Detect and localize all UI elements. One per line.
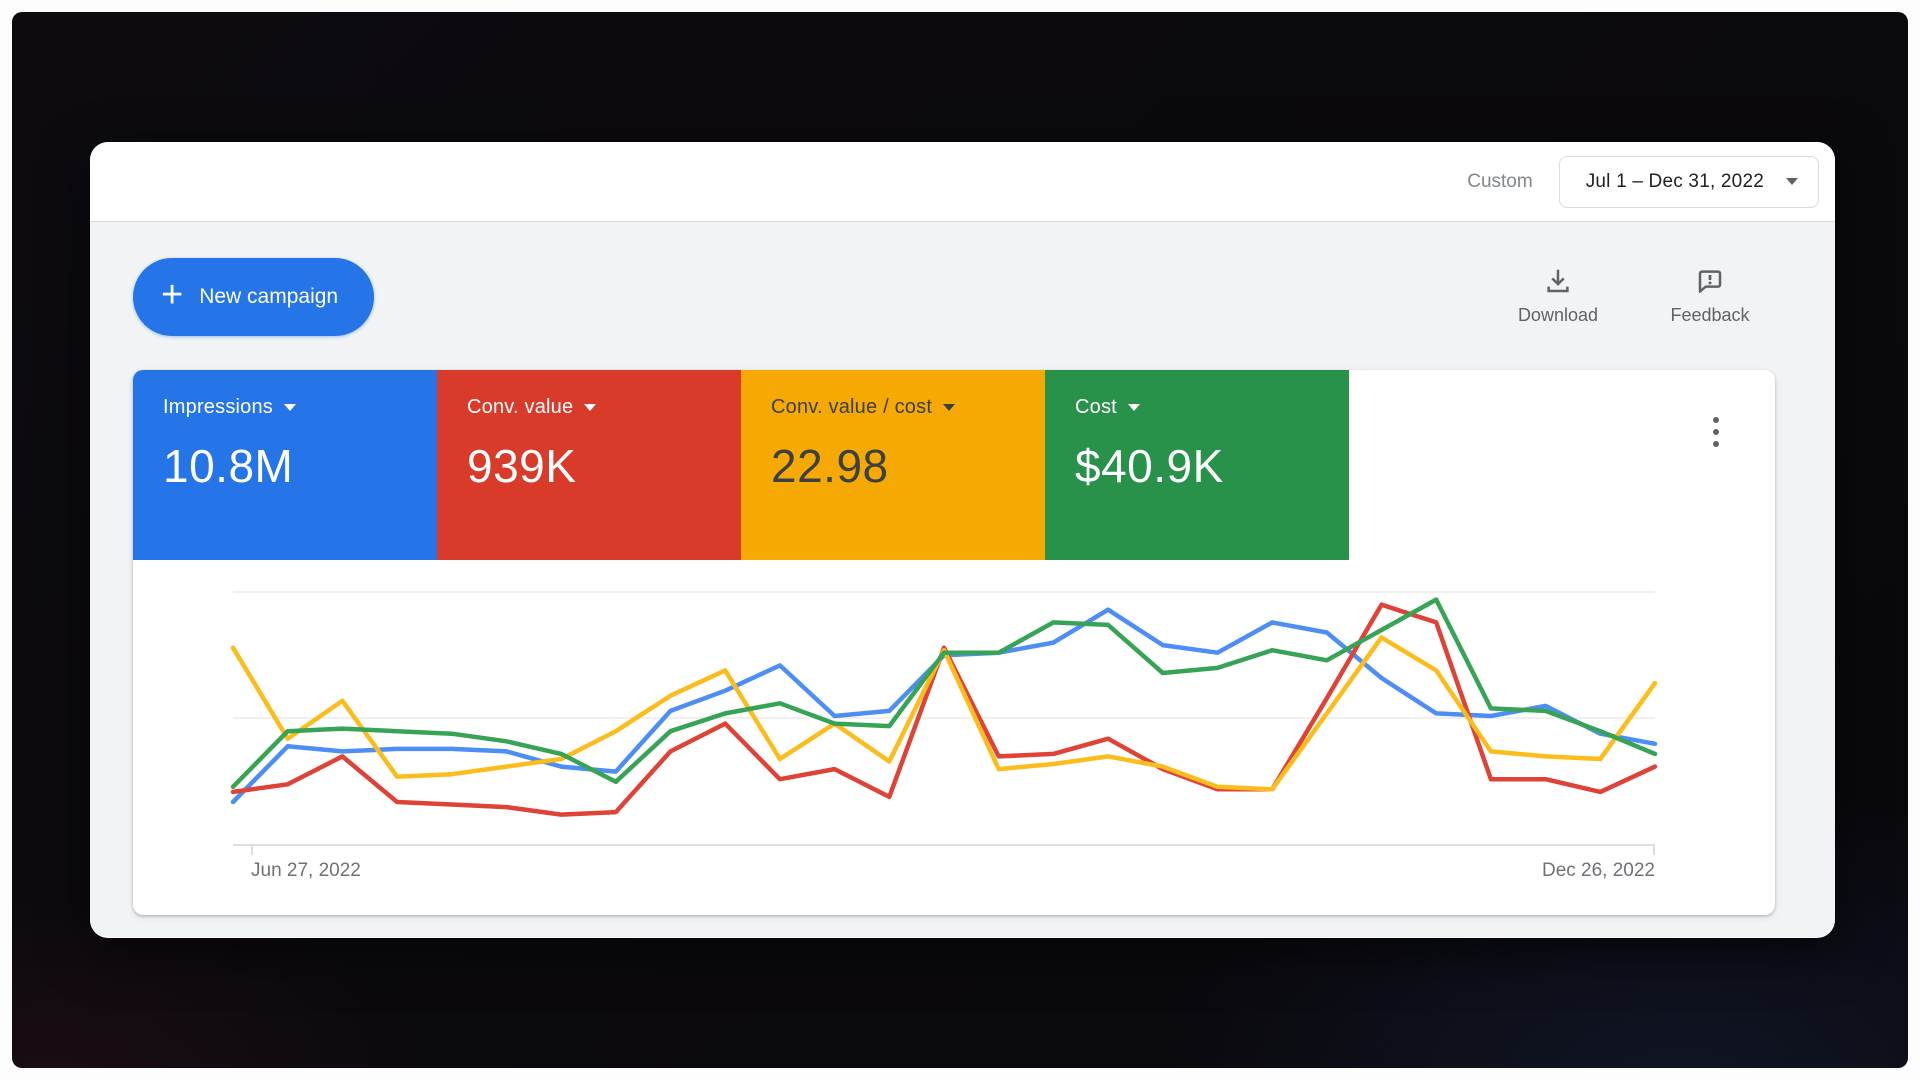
metric-value: 22.98 bbox=[771, 440, 889, 492]
date-range-picker[interactable]: Jul 1 – Dec 31, 2022 bbox=[1558, 155, 1819, 208]
feedback-button[interactable]: Feedback bbox=[1670, 266, 1750, 326]
series-line-conv-value bbox=[230, 602, 1658, 817]
metric-label: Impressions bbox=[163, 396, 274, 418]
feedback-icon bbox=[1698, 270, 1722, 293]
vertical-ellipsis-icon bbox=[1713, 417, 1719, 423]
desktop-backdrop: Custom Jul 1 – Dec 31, 2022 + New campai… bbox=[12, 12, 1908, 1068]
chevron-down-icon bbox=[1786, 178, 1798, 185]
metric-card-conv-value[interactable]: Conv. value 939K bbox=[437, 370, 741, 560]
metric-dropdown-icon[interactable] bbox=[1127, 404, 1140, 411]
metric-value: $40.9K bbox=[1075, 440, 1224, 492]
metric-label: Cost bbox=[1075, 396, 1117, 418]
x-axis-label-start: Jun 27, 2022 bbox=[251, 860, 361, 881]
metric-card-impressions[interactable]: Impressions 10.8M bbox=[133, 370, 437, 560]
chart-series bbox=[230, 597, 1658, 817]
metric-value: 10.8M bbox=[163, 440, 294, 492]
header-actions: Download Feedback bbox=[1518, 266, 1750, 326]
overflow-menu-button[interactable] bbox=[1701, 410, 1731, 454]
series-line-cost bbox=[230, 597, 1658, 790]
download-label: Download bbox=[1517, 305, 1598, 325]
trend-chart[interactable] bbox=[230, 570, 1658, 915]
feedback-label: Feedback bbox=[1670, 305, 1750, 325]
download-icon bbox=[1547, 269, 1569, 293]
new-campaign-label: New campaign bbox=[199, 285, 339, 308]
metric-value: 939K bbox=[467, 440, 577, 492]
metric-label: Conv. value / cost bbox=[771, 396, 933, 418]
metric-dropdown-icon[interactable] bbox=[284, 404, 297, 411]
date-range-value: Jul 1 – Dec 31, 2022 bbox=[1585, 170, 1764, 192]
download-button[interactable]: Download bbox=[1518, 266, 1598, 326]
metric-cards-row: Impressions 10.8M Conv. value 939K bbox=[133, 370, 1775, 560]
new-campaign-button[interactable]: + New campaign bbox=[133, 258, 375, 336]
overview-body: + New campaign Download bbox=[90, 222, 1835, 937]
metric-card-conv-value-cost[interactable]: Conv. value / cost 22.98 bbox=[741, 370, 1045, 560]
performance-panel: Impressions 10.8M Conv. value 939K bbox=[133, 370, 1775, 915]
plus-icon: + bbox=[161, 274, 184, 316]
metric-dropdown-icon[interactable] bbox=[584, 404, 597, 411]
x-axis-label-end: Dec 26, 2022 bbox=[1541, 860, 1655, 881]
series-line-conv-value-cost bbox=[230, 635, 1658, 792]
metric-label: Conv. value bbox=[467, 396, 574, 418]
metric-card-cost[interactable]: Cost $40.9K bbox=[1045, 370, 1349, 560]
trend-chart-area: Jun 27, 2022 Dec 26, 2022 bbox=[230, 570, 1658, 915]
header-bar: Custom Jul 1 – Dec 31, 2022 bbox=[90, 142, 1835, 222]
custom-range-label: Custom bbox=[1467, 170, 1533, 192]
metric-dropdown-icon[interactable] bbox=[943, 404, 956, 411]
ads-overview-window: Custom Jul 1 – Dec 31, 2022 + New campai… bbox=[90, 142, 1835, 938]
